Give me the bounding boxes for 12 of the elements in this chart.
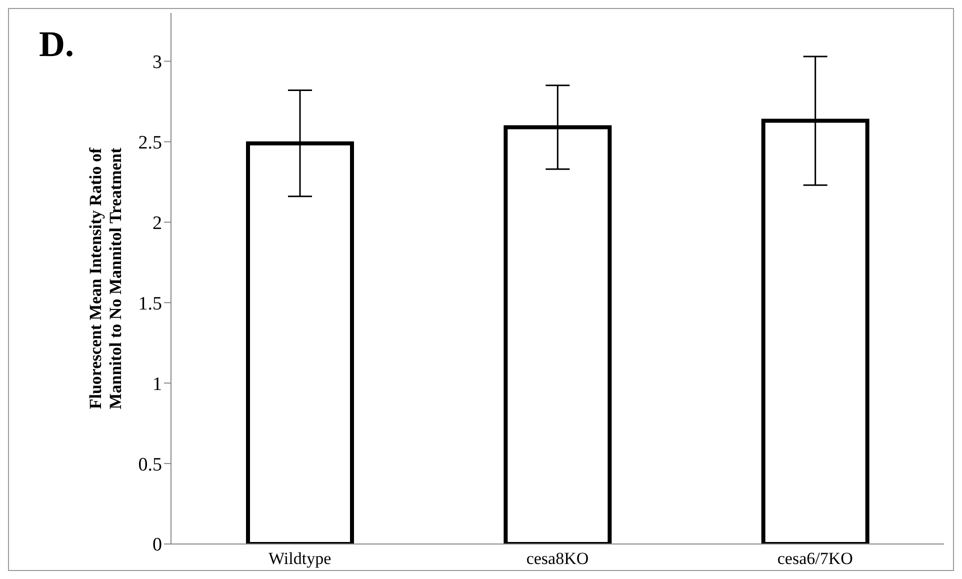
- x-tick-label: cesa6/7KO: [777, 549, 853, 568]
- y-axis-title: Fluorescent Mean Intensity Ratio of Mannitol to No Mannitol Treatment: [86, 147, 125, 410]
- y-tick-label: 0: [152, 534, 162, 556]
- y-tick-label: 3: [152, 52, 162, 74]
- chart-title: D.: [39, 23, 74, 65]
- x-tick-label: cesa8KO: [526, 549, 589, 568]
- x-tick-label: Wildtype: [268, 549, 332, 568]
- y-tick-label: 0.5: [138, 454, 162, 476]
- y-tick-label: 1: [152, 374, 162, 395]
- y-tick-label: 2: [152, 212, 162, 234]
- y-tick-label: 2.5: [138, 132, 162, 154]
- y-tick-label: 1.5: [138, 293, 162, 314]
